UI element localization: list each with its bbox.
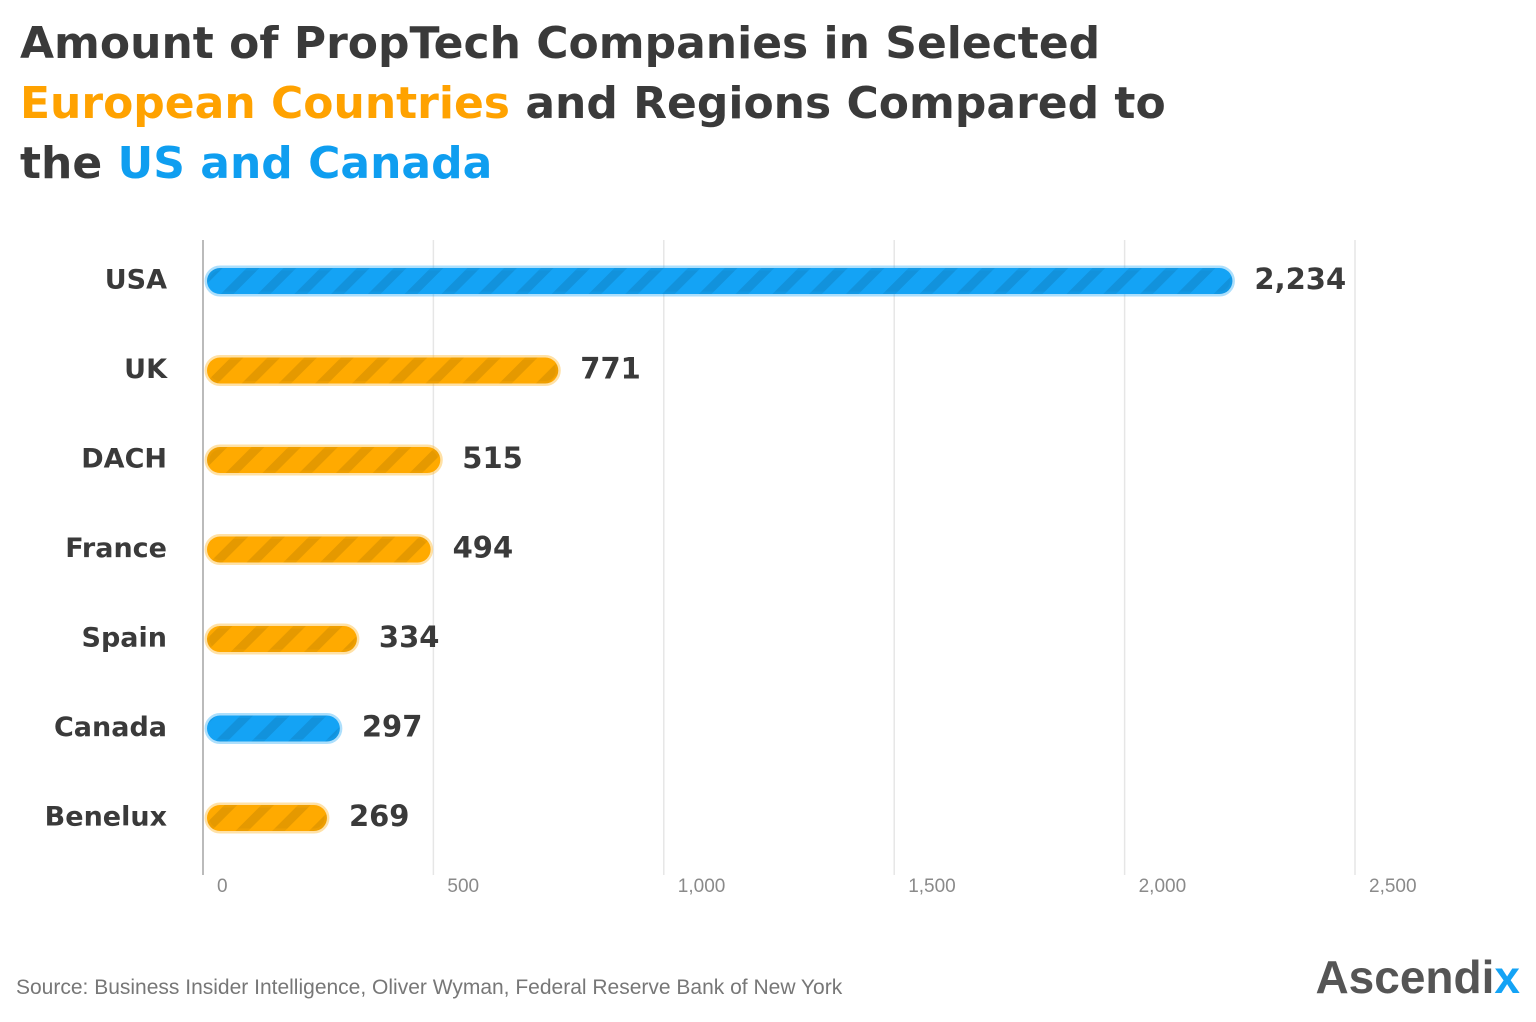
value-label: 269: [349, 799, 410, 833]
y-tick-label: Spain: [82, 623, 167, 654]
bar: [204, 534, 434, 565]
y-tick-label: UK: [124, 354, 168, 385]
x-tick-label: 2,000: [1139, 876, 1187, 897]
y-tick-label: DACH: [81, 444, 167, 475]
value-label: 334: [379, 620, 440, 654]
y-tick-label: Benelux: [45, 802, 167, 833]
y-tick-label: France: [65, 533, 167, 564]
value-label: 2,234: [1254, 262, 1346, 296]
value-label: 297: [362, 710, 423, 744]
bar: [204, 265, 1235, 297]
text-part: and Regions Compared to the: [20, 78, 1182, 189]
value-label: 771: [580, 352, 641, 386]
value-label: 515: [462, 441, 523, 475]
x-tick-label: 1,000: [678, 876, 726, 897]
bar: [204, 623, 360, 655]
text-part: Amount of PropTech Companies in Selected: [20, 18, 1116, 69]
text-part: Ascendi: [1315, 951, 1495, 1003]
x-tick-label: 0: [217, 876, 228, 897]
x-tick-label: 2,500: [1369, 876, 1417, 897]
x-tick-label: 500: [447, 876, 479, 897]
logo: Ascendix: [1315, 950, 1520, 1004]
y-tick-label: Canada: [54, 712, 167, 743]
chart-title: Amount of PropTech Companies in Selected…: [20, 14, 1200, 194]
x-tick-label: 1,500: [908, 876, 956, 897]
text-part: x: [1494, 951, 1520, 1003]
y-tick-label: USA: [105, 265, 167, 296]
bar: [204, 355, 561, 386]
bar: [204, 713, 343, 744]
source-note: Source: Business Insider Intelligence, O…: [16, 976, 843, 999]
text-part: European Countries: [20, 78, 510, 129]
text-part: US and Canada: [117, 138, 493, 189]
bar: [204, 802, 330, 834]
bar: [204, 444, 443, 476]
value-label: 494: [453, 531, 514, 565]
